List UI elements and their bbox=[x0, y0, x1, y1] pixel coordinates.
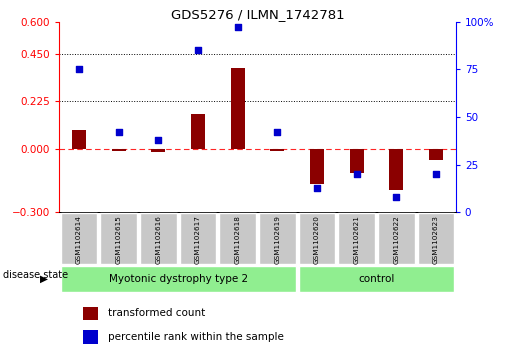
Text: GSM1102618: GSM1102618 bbox=[235, 215, 241, 264]
Text: percentile rank within the sample: percentile rank within the sample bbox=[108, 332, 284, 342]
Bar bbox=[429, 149, 443, 160]
Bar bbox=[310, 149, 324, 184]
Bar bbox=[270, 149, 284, 151]
FancyBboxPatch shape bbox=[418, 213, 454, 265]
FancyBboxPatch shape bbox=[259, 213, 296, 265]
FancyBboxPatch shape bbox=[180, 213, 216, 265]
Text: GSM1102619: GSM1102619 bbox=[274, 215, 280, 264]
Text: control: control bbox=[358, 274, 394, 284]
Point bbox=[392, 194, 401, 200]
Title: GDS5276 / ILMN_1742781: GDS5276 / ILMN_1742781 bbox=[170, 8, 345, 21]
Bar bbox=[231, 68, 245, 149]
FancyBboxPatch shape bbox=[378, 213, 415, 265]
Point bbox=[75, 66, 83, 72]
Bar bbox=[350, 149, 364, 173]
Bar bbox=[72, 130, 86, 149]
Point bbox=[432, 171, 440, 177]
Point bbox=[273, 130, 281, 135]
Text: GSM1102622: GSM1102622 bbox=[393, 215, 399, 264]
FancyBboxPatch shape bbox=[338, 213, 375, 265]
FancyBboxPatch shape bbox=[219, 213, 256, 265]
Text: ▶: ▶ bbox=[40, 274, 48, 284]
Bar bbox=[83, 330, 98, 344]
Text: GSM1102617: GSM1102617 bbox=[195, 215, 201, 264]
Bar bbox=[191, 114, 205, 149]
Text: GSM1102621: GSM1102621 bbox=[354, 215, 359, 264]
Bar bbox=[389, 149, 403, 190]
Bar bbox=[151, 149, 165, 152]
Point bbox=[114, 130, 123, 135]
Text: GSM1102616: GSM1102616 bbox=[156, 215, 161, 264]
FancyBboxPatch shape bbox=[299, 266, 454, 292]
Text: transformed count: transformed count bbox=[108, 309, 205, 318]
Bar bbox=[112, 149, 126, 151]
Text: GSM1102614: GSM1102614 bbox=[76, 215, 82, 264]
FancyBboxPatch shape bbox=[299, 213, 335, 265]
Point bbox=[313, 185, 321, 191]
Point bbox=[352, 171, 360, 177]
Text: GSM1102623: GSM1102623 bbox=[433, 215, 439, 264]
Point bbox=[154, 137, 162, 143]
Text: Myotonic dystrophy type 2: Myotonic dystrophy type 2 bbox=[109, 274, 248, 284]
Text: GSM1102620: GSM1102620 bbox=[314, 215, 320, 264]
Text: GSM1102615: GSM1102615 bbox=[116, 215, 122, 264]
Text: disease state: disease state bbox=[3, 270, 67, 280]
Point bbox=[233, 25, 242, 30]
FancyBboxPatch shape bbox=[140, 213, 177, 265]
FancyBboxPatch shape bbox=[61, 213, 97, 265]
FancyBboxPatch shape bbox=[61, 266, 296, 292]
Bar bbox=[83, 307, 98, 320]
FancyBboxPatch shape bbox=[100, 213, 137, 265]
Point bbox=[194, 48, 202, 53]
